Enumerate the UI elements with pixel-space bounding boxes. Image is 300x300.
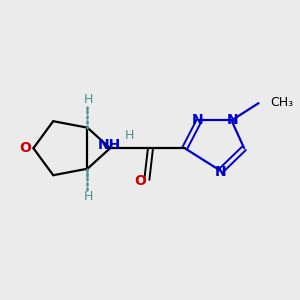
Text: CH₃: CH₃ — [270, 96, 293, 109]
Text: H: H — [83, 93, 93, 106]
Text: O: O — [134, 174, 146, 188]
Text: N: N — [227, 113, 239, 127]
Text: NH: NH — [98, 138, 121, 152]
Text: N: N — [192, 113, 203, 127]
Text: N: N — [215, 165, 226, 178]
Text: O: O — [20, 141, 32, 155]
Text: H: H — [83, 190, 93, 203]
Text: H: H — [125, 129, 135, 142]
